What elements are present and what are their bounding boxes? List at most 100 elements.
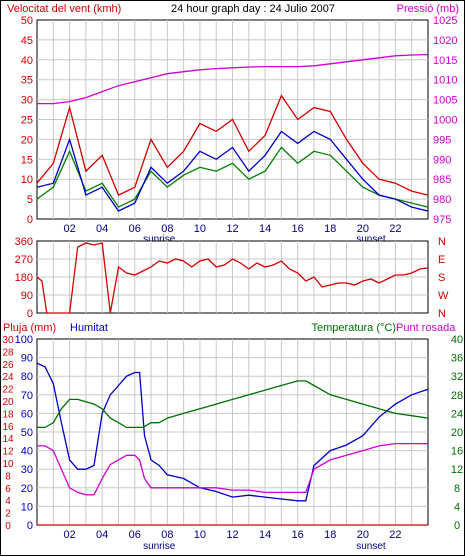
x-tick-label: 04 (96, 223, 108, 235)
pressure-tick-label: 1020 (433, 35, 457, 47)
rain-tick-label: 14 (2, 434, 14, 445)
rain-tick-label: 16 (2, 422, 14, 433)
wind-speed-tick-label: 15 (21, 154, 33, 166)
pressure-tick-label: 1015 (433, 55, 457, 67)
wind-speed-tick-label: 45 (21, 35, 33, 47)
pressure-tick-label: 995 (433, 134, 451, 146)
x-tick-label: 02 (63, 223, 75, 235)
chart-title: 24 hour graph day : 24 Julio 2007 (171, 3, 335, 15)
temperature-tick-label: 0 (454, 520, 460, 532)
rain-axis-label: Pluja (mm) (3, 322, 56, 334)
rain-tick-label: 10 (2, 459, 14, 470)
wind-speed-tick-label: 30 (21, 95, 33, 107)
wind-pressure-panel: Velocitat del vent (kmh) 24 hour graph d… (7, 3, 459, 245)
series-line-temperature (37, 380, 429, 429)
sunset-label: sunset (356, 541, 386, 552)
series-line-speed-max (36, 146, 429, 208)
x-tick-label: 06 (129, 529, 141, 541)
temperature-tick-label: 16 (451, 446, 463, 458)
sunset-label: sunset (356, 234, 386, 245)
humidity-tick-label: 70 (21, 390, 33, 402)
x-tick-label: 20 (357, 223, 369, 235)
x-tick-label: 20 (357, 529, 369, 541)
x-tick-label: 16 (292, 529, 304, 541)
rain-tick-label: 18 (2, 409, 14, 420)
pressure-tick-label: 985 (433, 174, 451, 186)
humidity-tick-label: 30 (21, 464, 33, 476)
wind-speed-tick-label: 10 (21, 174, 33, 186)
compass-tick-label: N (438, 236, 446, 248)
pressure-tick-label: 1025 (433, 15, 457, 27)
wind-speed-tick-label: 20 (21, 134, 33, 146)
wind-speed-axis-label: Velocitat del vent (kmh) (7, 3, 121, 15)
wind-speed-tick-label: 40 (21, 55, 33, 67)
humidity-tick-label: 100 (15, 334, 33, 346)
x-tick-label: 18 (324, 529, 336, 541)
x-tick-label: 22 (389, 529, 401, 541)
pressure-tick-label: 1010 (433, 75, 457, 87)
x-tick-label: 14 (259, 529, 271, 541)
rain-tick-label: 26 (2, 360, 14, 371)
x-tick-label: 02 (63, 529, 75, 541)
direction-tick-label: 90 (21, 290, 33, 302)
humidity-tick-label: 0 (27, 520, 33, 532)
rain-tick-label: 20 (2, 397, 14, 408)
series-line-pressi- (37, 53, 429, 105)
sunrise-label: sunrise (143, 541, 176, 552)
rain-tick-label: 4 (5, 496, 11, 507)
humidity-axis-label: Humitat (70, 322, 108, 334)
x-tick-label: 06 (129, 223, 141, 235)
temperature-tick-label: 28 (451, 390, 463, 402)
rain-tick-label: 28 (2, 347, 14, 358)
x-tick-label: 08 (161, 223, 173, 235)
x-tick-label: 18 (324, 223, 336, 235)
x-tick-label: 10 (194, 223, 206, 235)
rain-tick-label: 8 (5, 471, 11, 482)
pressure-tick-label: 1005 (433, 95, 457, 107)
temperature-tick-label: 36 (451, 353, 463, 365)
temperature-axis-label: Temperatura (°C) (312, 322, 396, 334)
compass-tick-label: E (438, 254, 445, 266)
wind-speed-tick-label: 0 (27, 214, 33, 226)
x-tick-label: 14 (259, 223, 271, 235)
humidity-tick-label: 80 (21, 371, 33, 383)
humidity-tick-label: 40 (21, 446, 33, 458)
direction-tick-label: 270 (15, 254, 33, 266)
direction-tick-label: 360 (15, 236, 33, 248)
temperature-tick-label: 12 (451, 464, 463, 476)
sunrise-label: sunrise (143, 234, 176, 245)
pressure-tick-label: 980 (433, 194, 451, 206)
pressure-tick-label: 1000 (433, 115, 457, 127)
humidity-tick-label: 10 (21, 501, 33, 513)
pressure-tick-label: 990 (433, 154, 451, 166)
series-line-gust (36, 94, 429, 196)
x-tick-label: 08 (161, 529, 173, 541)
humidity-tick-label: 50 (21, 427, 33, 439)
temperature-tick-label: 4 (454, 501, 460, 513)
direction-tick-label: 180 (15, 272, 33, 284)
x-tick-label: 12 (226, 223, 238, 235)
humidity-tick-label: 20 (21, 483, 33, 495)
x-tick-label: 12 (226, 529, 238, 541)
wind-speed-tick-label: 50 (21, 15, 33, 27)
x-tick-label: 22 (389, 223, 401, 235)
temperature-tick-label: 8 (454, 483, 460, 495)
x-tick-label: 16 (292, 223, 304, 235)
direction-tick-label: 0 (27, 308, 33, 320)
dew-point-axis-label: Punt rosada (396, 322, 456, 334)
x-tick-label: 04 (96, 529, 108, 541)
humidity-tick-label: 90 (21, 353, 33, 365)
temperature-tick-label: 40 (451, 334, 463, 346)
rain-tick-label: 2 (5, 509, 11, 520)
rain-tick-label: 0 (5, 521, 11, 532)
pressure-tick-label: 975 (433, 214, 451, 226)
series-line-dew-point (37, 442, 428, 496)
wind-speed-tick-label: 5 (27, 194, 33, 206)
humidity-tick-label: 60 (21, 408, 33, 420)
x-tick-label: 10 (194, 529, 206, 541)
rain-tick-label: 6 (5, 484, 11, 495)
rain-tick-label: 30 (2, 335, 14, 346)
